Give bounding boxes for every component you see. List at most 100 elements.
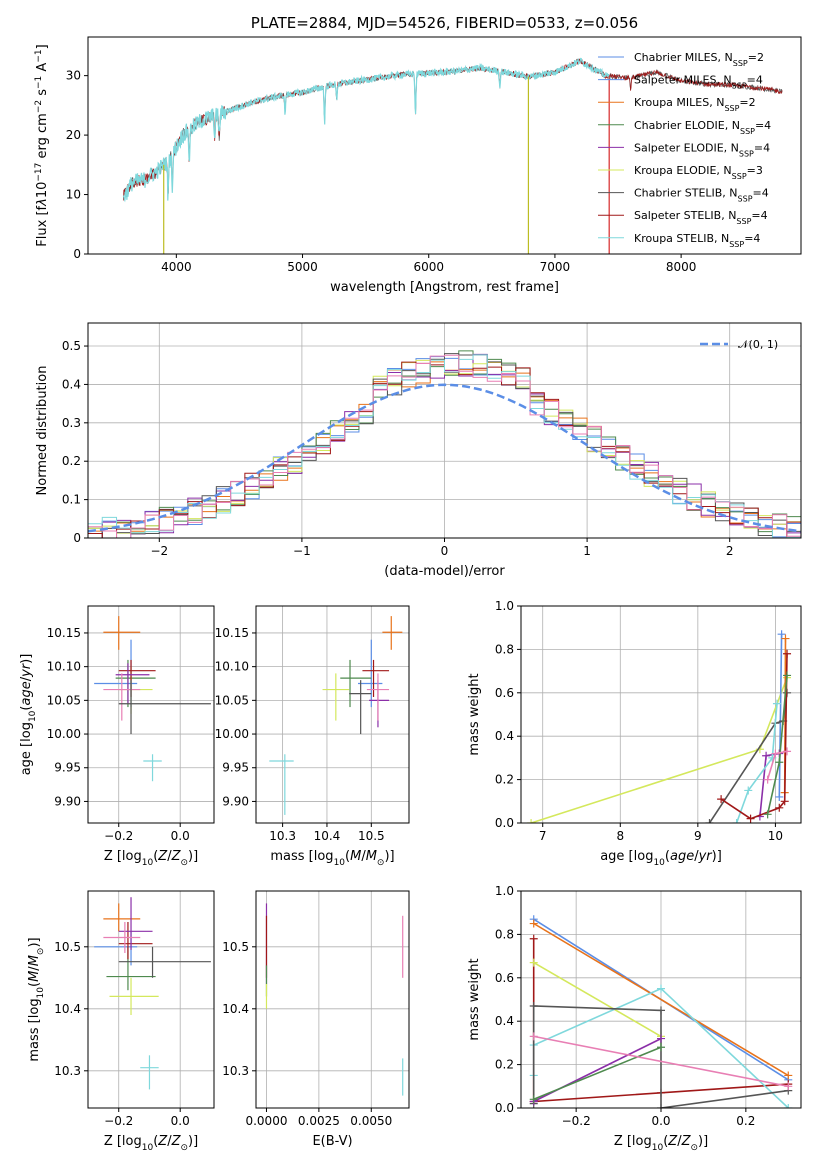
series-marker (732, 819, 741, 823)
x-tick-label: 0.2 (736, 1114, 755, 1128)
series-marker (529, 1002, 538, 1011)
x-tick-label: 0.0 (171, 1114, 190, 1128)
series-marker (781, 634, 790, 643)
y-tick-label: 0.8 (495, 927, 514, 941)
y-tick-label: 10.15 (47, 626, 81, 640)
series-line (533, 1046, 662, 1101)
x-tick-label: 0.0025 (298, 1114, 340, 1128)
x-tick-label: 0.0050 (350, 1114, 392, 1128)
y-tick-label: 1.0 (495, 884, 514, 898)
x-tick-label: −0.2 (562, 1114, 591, 1128)
x-tick-label: 7000 (540, 260, 571, 274)
series-marker (657, 984, 665, 993)
y-tick-label: 10.10 (215, 660, 249, 674)
x-tick-label: 4000 (161, 260, 192, 274)
y-tick-label: 10.4 (54, 1002, 81, 1016)
mass_vs_EBV-axes: 0.0000 0.0025 0.0050 10.3 10.4 10.5 E(B-V) (222, 891, 409, 1149)
y-tick-label: 10.15 (215, 626, 249, 640)
y-tick-label: 9.95 (222, 761, 249, 775)
y-tick-label: 0.4 (62, 377, 81, 391)
spectrum-axes: 4000 5000 6000 7000 8000 0 10 20 30 wavelength [A… (34, 44, 696, 295)
legend-label: Kroupa STELIB, NSSP=4 (634, 232, 760, 249)
mass_vs_EBV-points (265, 903, 404, 1096)
legend-label: Kroupa MILES, NSSP=2 (634, 96, 756, 113)
x-axis-label: Z [log10(Z/Z⊙)] (614, 1134, 708, 1153)
mass_vs_EBV-frame (255, 890, 410, 1109)
series-marker (784, 1071, 793, 1080)
series-marker (768, 753, 777, 762)
y-axis-label: mass [log10(M/M⊙)] (27, 937, 46, 1061)
series-line (533, 1035, 789, 1088)
y-tick-label: 0.2 (62, 454, 81, 468)
legend-label: Kroupa ELODIE, NSSP=3 (634, 164, 763, 181)
y-tick-label: 10.10 (47, 660, 81, 674)
series-marker (763, 775, 772, 784)
x-tick-label: −0.2 (104, 829, 133, 843)
spectrum-series-line (122, 57, 611, 203)
y-tick-label: 1.0 (495, 599, 514, 613)
age_vs_Z-axes: −0.2 0.0 9.90 9.95 10.00 10.05 10.10 10.15 Z [lo… (19, 606, 214, 868)
y-tick-label: 0.0 (495, 1101, 514, 1115)
legend-label: Salpeter STELIB, NSSP=4 (634, 209, 768, 226)
x-tick-label: 8000 (666, 260, 697, 274)
y-axis-label: mass weight (467, 673, 482, 755)
y-tick-label: 0.4 (495, 729, 514, 743)
series-marker (529, 958, 538, 967)
x-tick-label: 10.3 (269, 829, 296, 843)
x-tick-label: −2 (150, 544, 168, 558)
y-tick-label: 10.00 (215, 727, 249, 741)
y-tick-label: 0.2 (495, 1058, 514, 1072)
spectrum-frame (87, 36, 802, 255)
x-tick-label: 5000 (287, 260, 318, 274)
series-line (530, 677, 788, 823)
x-axis-label: Z [log10(Z/Z⊙)] (104, 1134, 198, 1153)
mass_vs_Z-points (94, 897, 211, 1090)
x-tick-label: 7 (539, 829, 547, 843)
legend-label: Chabrier STELIB, NSSP=4 (634, 187, 769, 204)
y-tick-label: 0.4 (495, 1014, 514, 1028)
age_vs_mass-frame (255, 605, 410, 824)
series-marker (717, 795, 726, 804)
series-marker (780, 797, 789, 806)
series-marker (783, 671, 792, 680)
x-tick-label: 0.0 (171, 829, 190, 843)
y-tick-label: 0.1 (62, 493, 81, 507)
x-axis-label: Z [log10(Z/Z⊙)] (104, 849, 198, 868)
series-marker (775, 803, 784, 812)
massweight_vs_Z-frame (520, 890, 802, 1109)
series-marker (763, 810, 772, 819)
histograms (88, 350, 801, 538)
x-tick-label: 0.0000 (245, 1114, 287, 1128)
series-line (778, 634, 783, 798)
x-axis-label: E(B-V) (312, 1134, 352, 1149)
x-tick-label: 8 (616, 829, 624, 843)
y-tick-label: 10.3 (54, 1064, 81, 1078)
age_vs_mass-points (269, 616, 403, 815)
series-marker (783, 649, 792, 658)
series-marker (657, 1104, 665, 1108)
y-tick-label: 10.5 (222, 940, 249, 954)
series-marker (775, 792, 784, 801)
x-tick-label: 10 (768, 829, 783, 843)
age_vs_Z-points (94, 616, 211, 782)
x-tick-label: 10.5 (358, 829, 385, 843)
age_vs_Z-frame (87, 605, 215, 824)
y-tick-label: 0.8 (495, 642, 514, 656)
residuals-axes: −2 −1 0 1 2 0 0.1 0.2 0.3 0.4 0.5 (data-model)/erro… (35, 323, 801, 579)
y-tick-label: 9.90 (54, 794, 81, 808)
x-axis-label: age [log10(age/yr)] (600, 849, 722, 868)
series-marker (657, 1043, 665, 1052)
y-tick-label: 0.5 (62, 339, 81, 353)
y-tick-label: 0.6 (495, 971, 514, 985)
y-tick-label: 0.6 (495, 686, 514, 700)
series-marker (529, 934, 538, 943)
spectrum-lines (122, 57, 783, 254)
series-marker (705, 819, 714, 823)
legend-label: 𝒩(0, 1) (738, 338, 778, 351)
series-marker (777, 630, 786, 639)
y-tick-label: 10.00 (47, 727, 81, 741)
x-tick-label: 0 (441, 544, 449, 558)
series-marker (744, 786, 753, 795)
legend-label: Chabrier MILES, NSSP=2 (634, 51, 764, 68)
